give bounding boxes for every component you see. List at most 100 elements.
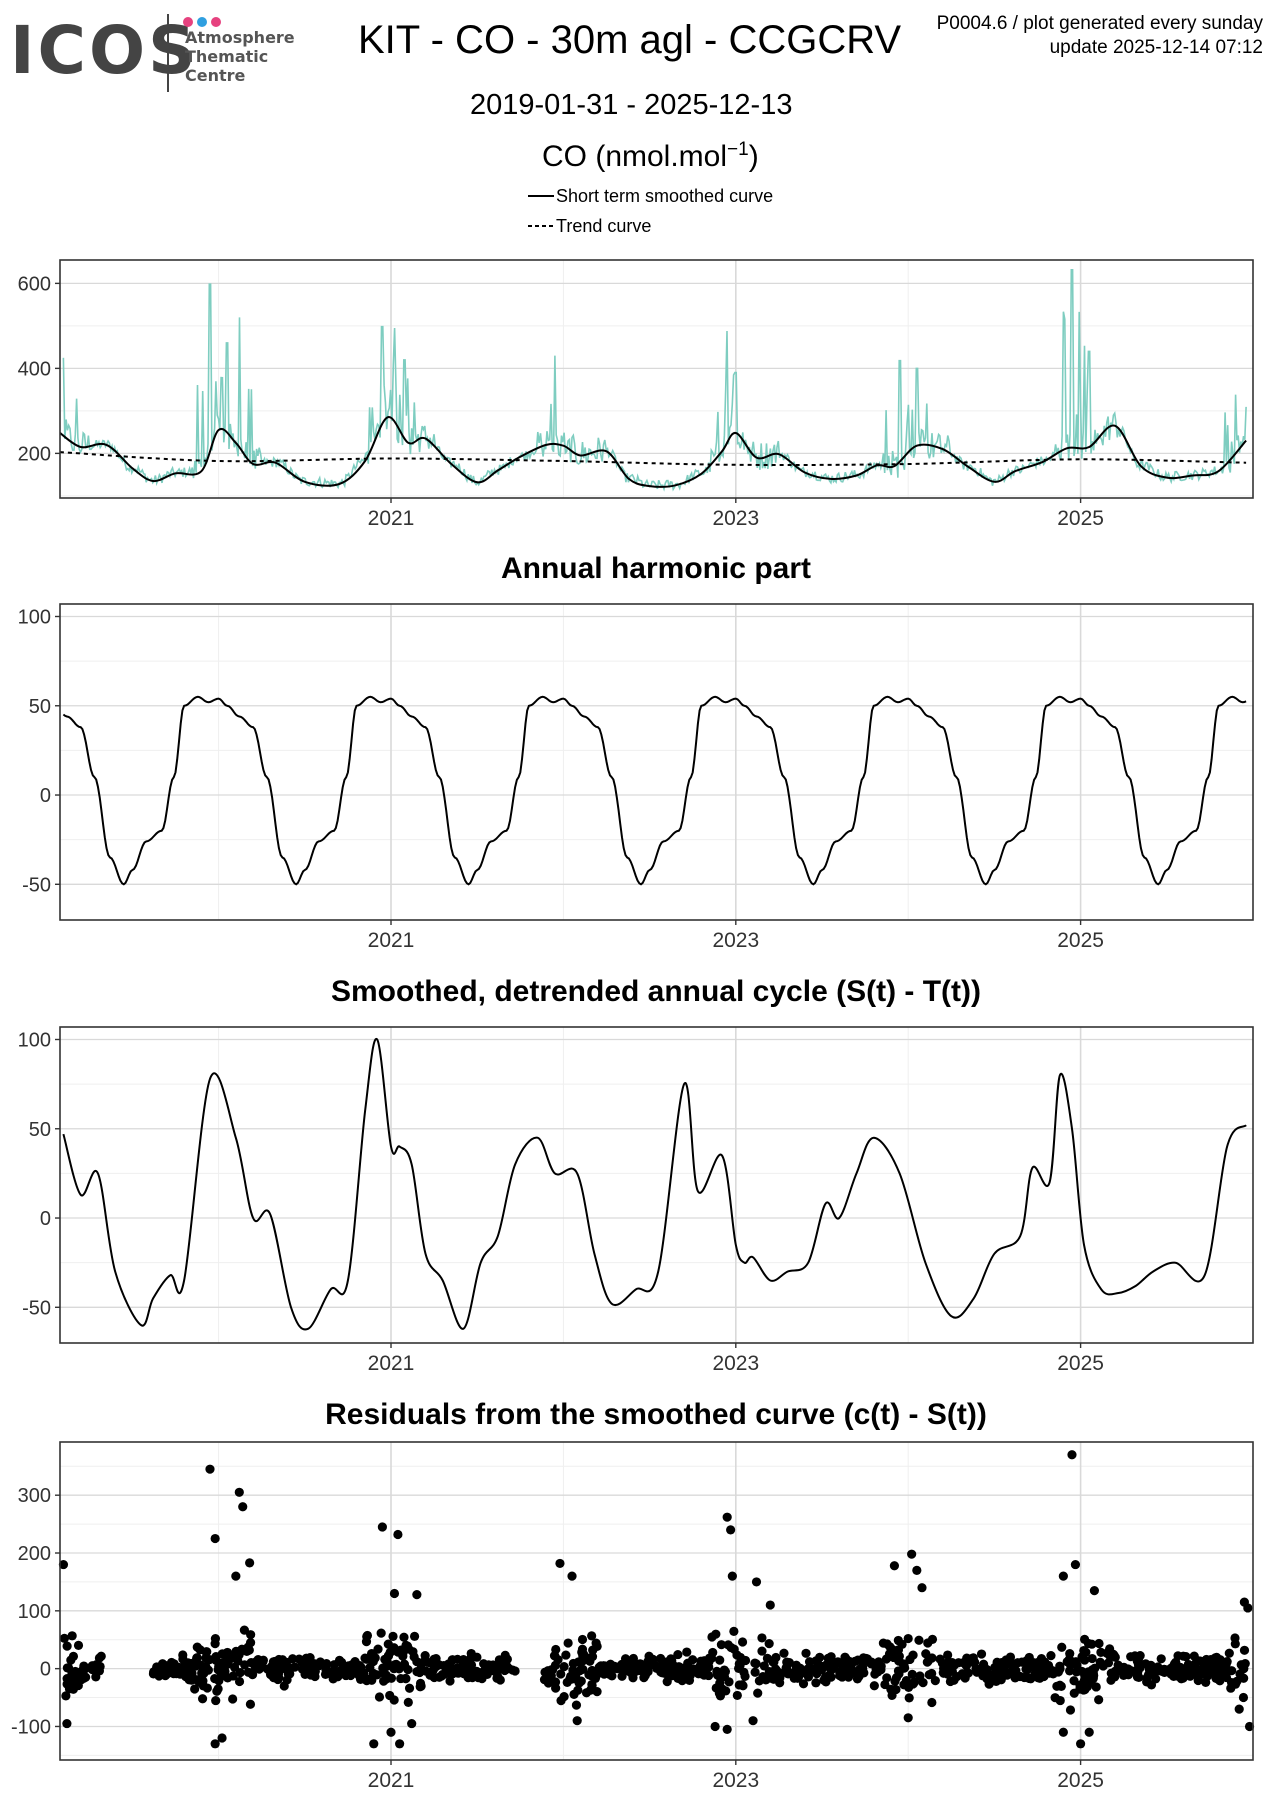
residual-point	[661, 1668, 671, 1678]
raw-data-line	[62, 269, 1247, 492]
residual-point	[607, 1671, 617, 1681]
logo-divider	[167, 14, 169, 92]
residual-point	[270, 1656, 280, 1667]
residual-point	[1055, 1695, 1065, 1706]
y-tick-label: 50	[29, 1119, 51, 1141]
residual-point	[636, 1665, 646, 1676]
residual-point	[846, 1668, 856, 1679]
residual-point	[1070, 1559, 1081, 1570]
residual-point	[759, 1661, 769, 1671]
residual-point	[191, 1661, 201, 1671]
residual-point	[1058, 1571, 1068, 1581]
residual-point	[412, 1667, 422, 1677]
residual-point	[403, 1697, 413, 1707]
residual-point	[982, 1664, 992, 1675]
x-tick-label: 2025	[1057, 507, 1104, 530]
panel-border	[59, 1441, 1254, 1761]
logo-dot-icon	[197, 17, 207, 27]
residual-point	[1022, 1665, 1032, 1675]
residual-point	[360, 1653, 370, 1663]
residual-point	[1071, 1657, 1081, 1667]
residual-point	[577, 1634, 588, 1645]
residual-point	[905, 1654, 915, 1665]
residual-point	[62, 1641, 72, 1651]
x-tick-label: 2023	[712, 1769, 759, 1792]
residual-point	[373, 1644, 383, 1654]
residual-point	[437, 1671, 447, 1681]
residual-point	[1119, 1670, 1129, 1680]
residual-point	[365, 1662, 375, 1673]
residual-point	[551, 1683, 561, 1693]
residual-point	[643, 1656, 653, 1666]
residual-point	[205, 1464, 215, 1474]
residual-point	[346, 1661, 356, 1671]
residual-point	[1039, 1671, 1049, 1682]
residual-point	[386, 1727, 396, 1737]
residual-point	[453, 1668, 463, 1678]
residual-point	[1087, 1639, 1097, 1649]
residual-point	[1243, 1603, 1253, 1613]
dashed-line-icon	[528, 225, 554, 227]
residual-point	[903, 1633, 913, 1644]
residual-point	[1106, 1675, 1116, 1685]
residual-point	[923, 1638, 933, 1648]
residual-point	[734, 1659, 744, 1669]
plot-code-line: P0004.6 / plot generated every sunday	[936, 13, 1263, 34]
residual-point	[404, 1683, 415, 1693]
residual-point	[930, 1676, 940, 1686]
residual-point	[543, 1678, 554, 1688]
residual-point	[1075, 1684, 1085, 1694]
logo-dot-icon	[211, 17, 221, 27]
residual-point	[67, 1631, 77, 1641]
residual-point	[59, 1633, 69, 1643]
residual-point	[852, 1674, 863, 1684]
residual-point	[171, 1669, 182, 1679]
residual-point	[191, 1675, 202, 1685]
residual-point	[894, 1669, 904, 1679]
residual-point	[1132, 1671, 1143, 1681]
residual-point	[898, 1659, 908, 1669]
y-tick-label: 600	[18, 273, 51, 295]
residual-point	[722, 1512, 732, 1522]
residual-point	[346, 1669, 356, 1679]
residual-point	[573, 1685, 583, 1695]
residual-point	[58, 1559, 69, 1570]
residual-point	[1058, 1727, 1068, 1737]
residual-point	[217, 1733, 227, 1743]
residual-point	[703, 1661, 713, 1671]
residual-point	[377, 1522, 387, 1532]
icos-logo: ICOS Atmosphere Thematic Centre	[10, 8, 295, 98]
residual-point	[395, 1739, 405, 1749]
residual-point	[1084, 1727, 1094, 1737]
residual-point	[1221, 1659, 1231, 1669]
residual-point	[737, 1637, 748, 1647]
residual-point	[571, 1700, 582, 1710]
residual-point	[673, 1673, 683, 1683]
logo-subtitle-line: Atmosphere	[185, 28, 295, 47]
residual-point	[473, 1673, 483, 1683]
detrended-cycle-chart: -50 0 50 100 2021 2023 2025	[18, 1026, 1254, 1375]
residual-point	[1211, 1673, 1221, 1683]
residual-point	[496, 1659, 507, 1669]
residual-point	[924, 1670, 934, 1680]
residual-point	[273, 1674, 283, 1685]
residual-point	[378, 1663, 388, 1673]
residual-point	[1226, 1683, 1236, 1693]
y-tick-label: -50	[22, 1297, 51, 1319]
panel-border	[59, 1026, 1254, 1344]
residual-point	[201, 1647, 211, 1657]
residual-point	[238, 1502, 248, 1512]
residual-point	[445, 1676, 455, 1686]
residual-point	[78, 1665, 88, 1675]
residual-point	[1239, 1673, 1249, 1683]
residual-point	[792, 1673, 802, 1683]
logo-wordmark: ICOS	[10, 12, 199, 89]
residual-point	[233, 1656, 243, 1666]
residual-point	[757, 1646, 767, 1656]
residual-point	[959, 1658, 970, 1668]
residual-point	[240, 1660, 250, 1670]
residual-point	[784, 1657, 794, 1668]
residual-point	[245, 1699, 256, 1709]
residual-point	[297, 1658, 307, 1668]
x-tick-label: 2025	[1057, 929, 1104, 952]
